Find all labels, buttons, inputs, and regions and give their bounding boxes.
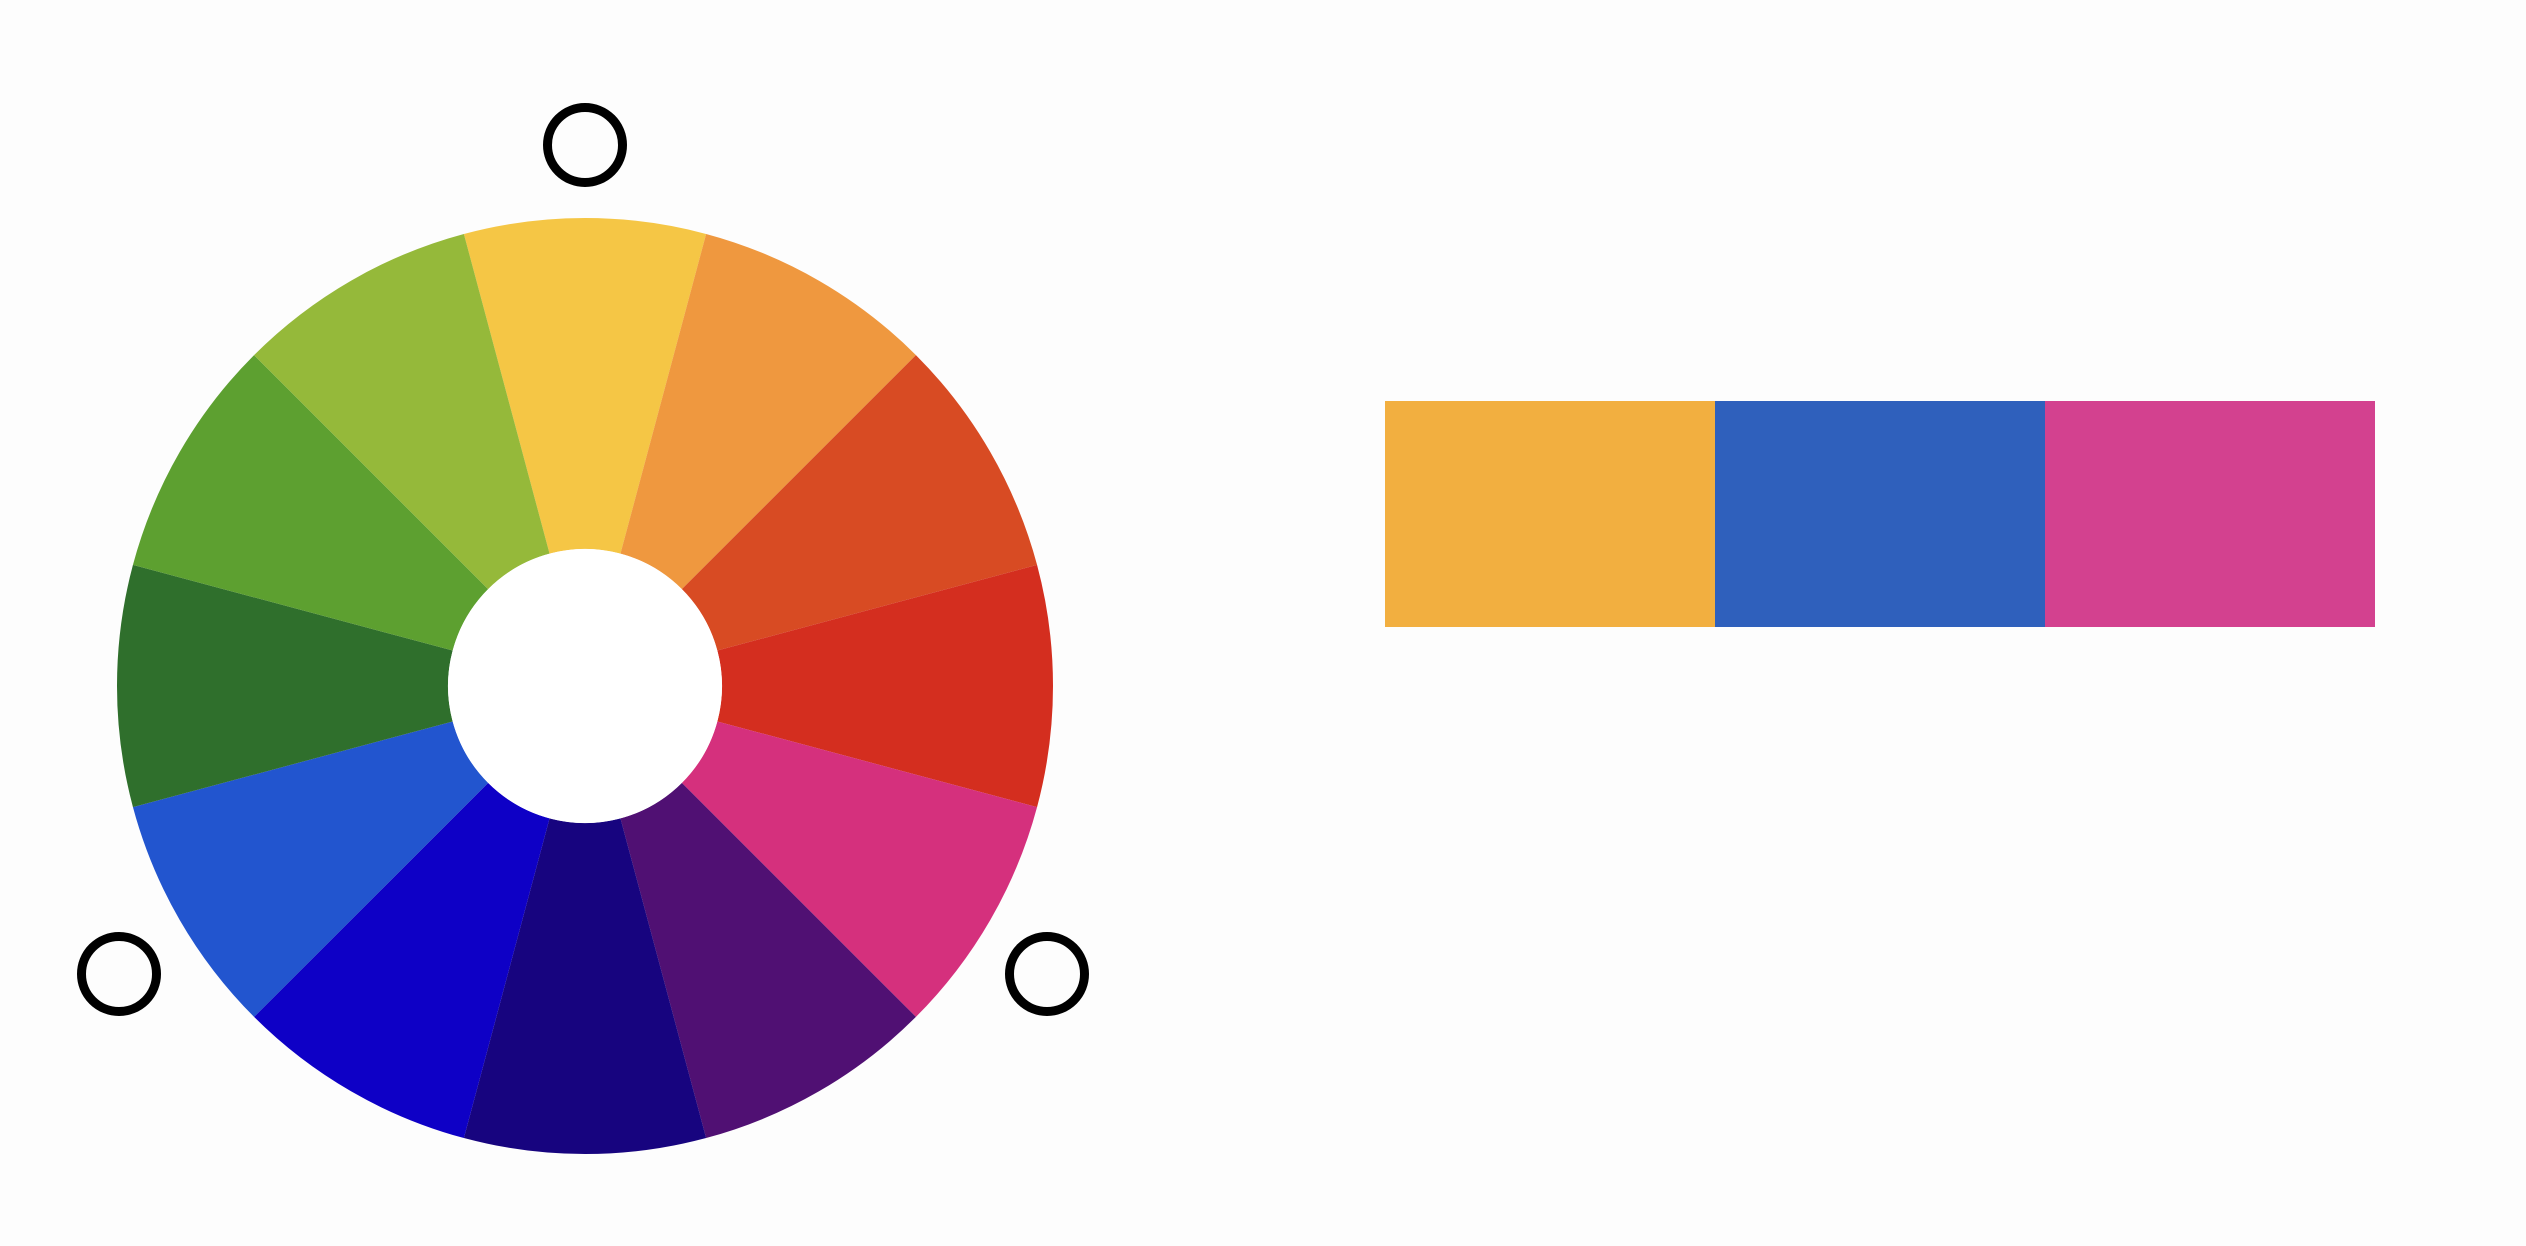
harmony-handle-top[interactable] <box>543 103 627 187</box>
swatch-orange[interactable] <box>1385 401 1715 627</box>
swatch-pink[interactable] <box>2045 401 2375 627</box>
wheel-segment-dark-green[interactable] <box>116 564 453 808</box>
wheel-segment-red[interactable] <box>717 564 1054 808</box>
wheel-segment-orange[interactable] <box>681 355 1038 651</box>
color-wheel[interactable] <box>0 0 1200 1246</box>
harmony-handle-right[interactable] <box>1005 932 1089 1016</box>
wheel-center <box>448 549 722 823</box>
palette-swatch-strip <box>1385 401 2375 627</box>
wheel-segment-yellow-orange[interactable] <box>620 233 916 590</box>
swatch-blue[interactable] <box>1715 401 2045 627</box>
wheel-segment-yellow[interactable] <box>463 218 707 554</box>
wheel-segment-magenta[interactable] <box>681 721 1038 1017</box>
wheel-segment-green[interactable] <box>132 355 489 651</box>
wheel-segment-purple[interactable] <box>620 782 916 1139</box>
wheel-segment-violet-blue[interactable] <box>254 782 550 1139</box>
harmony-handle-left[interactable] <box>77 932 161 1016</box>
wheel-segment-yellow-green[interactable] <box>254 233 550 590</box>
wheel-segment-blue[interactable] <box>132 721 489 1017</box>
wheel-segment-indigo[interactable] <box>463 818 707 1155</box>
